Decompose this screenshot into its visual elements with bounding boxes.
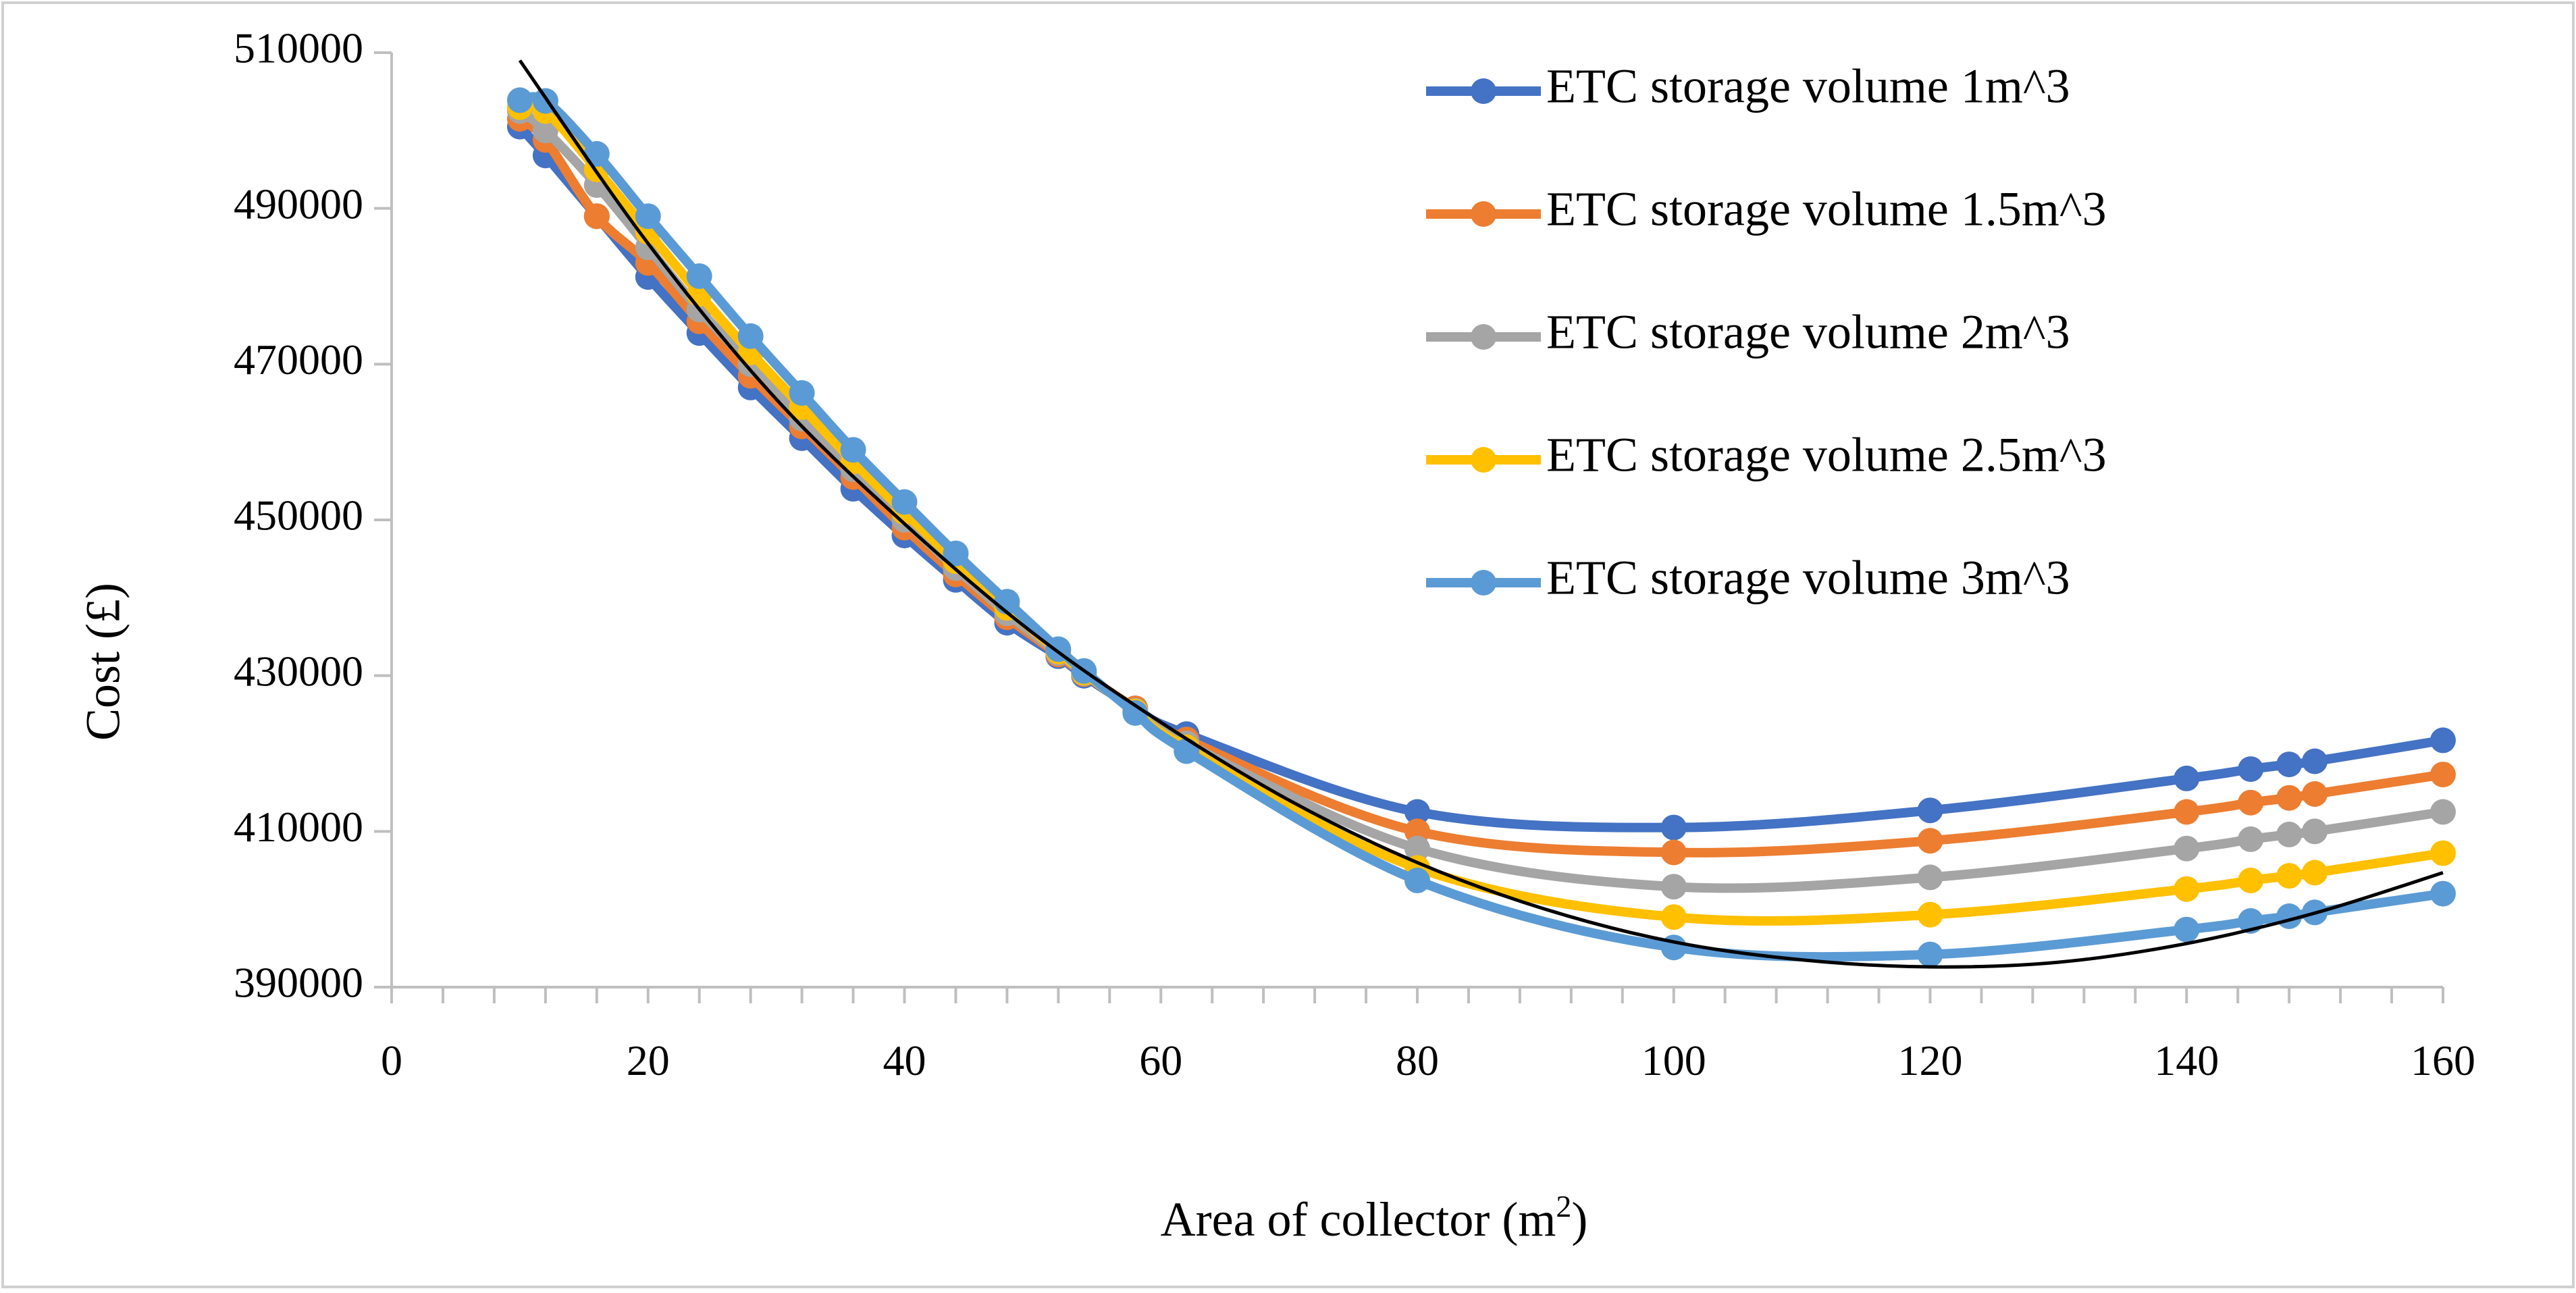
y-tick-label: 450000	[234, 492, 363, 539]
data-point	[1404, 799, 1430, 825]
legend-swatch-marker	[1471, 201, 1496, 227]
data-point	[2430, 727, 2456, 754]
y-tick-label: 470000	[234, 336, 363, 384]
data-point	[2302, 748, 2328, 774]
data-point	[1404, 835, 1430, 862]
x-tick-label: 0	[381, 1036, 402, 1084]
legend-item: ETC storage volume 2.5m^3	[1426, 428, 2107, 482]
legend-swatch-marker	[1471, 78, 1496, 104]
data-point	[2174, 765, 2200, 791]
data-point	[1660, 904, 1687, 930]
data-point	[2174, 876, 2200, 902]
axis-layer: 0 20 40 60 80 100 120 140 160 390000 410000 430000 4…	[234, 24, 2475, 1084]
legend-swatch-marker	[1471, 570, 1496, 596]
legend-label: ETC storage volume 3m^3	[1546, 551, 2070, 605]
data-point	[1660, 874, 1687, 900]
data-point	[1174, 738, 1200, 764]
data-point	[1660, 839, 1687, 866]
x-tick-label: 120	[1898, 1036, 1963, 1084]
data-point	[2276, 821, 2303, 847]
data-point	[1917, 864, 1943, 891]
x-tick-label: 20	[627, 1036, 670, 1084]
data-point	[2430, 880, 2456, 907]
data-point	[1404, 868, 1430, 893]
data-point	[2238, 756, 2264, 783]
series-layer	[506, 59, 2456, 969]
data-point	[635, 203, 661, 230]
legend-item: ETC storage volume 3m^3	[1426, 551, 2070, 605]
legend-label: ETC storage volume 1.5m^3	[1546, 182, 2107, 236]
data-point	[583, 203, 610, 230]
data-point	[1917, 797, 1943, 824]
x-tick-label: 40	[883, 1036, 926, 1084]
x-tick-label: 140	[2154, 1036, 2219, 1084]
data-point	[686, 263, 712, 289]
data-point	[532, 117, 558, 144]
data-point	[2276, 863, 2303, 889]
data-point	[2276, 785, 2303, 811]
x-tick-label: 160	[2411, 1036, 2475, 1084]
legend-swatch-marker	[1471, 324, 1496, 350]
legend-label: ETC storage volume 1m^3	[1546, 59, 2070, 113]
y-tick-label: 410000	[234, 803, 363, 851]
data-point	[1122, 700, 1149, 726]
data-point	[1917, 941, 1943, 968]
data-point	[789, 380, 815, 406]
data-point	[891, 489, 918, 515]
data-point	[2174, 916, 2200, 943]
x-axis-title-tail: )	[1571, 1192, 1587, 1246]
x-axis-title-superscript: 2	[1556, 1189, 1571, 1223]
data-point	[943, 540, 969, 566]
legend-label: ETC storage volume 2.5m^3	[1546, 428, 2107, 482]
data-point	[2430, 799, 2456, 825]
legend-label: ETC storage volume 2m^3	[1546, 305, 2070, 359]
y-tick-label: 390000	[234, 959, 363, 1007]
data-point	[506, 87, 533, 113]
legend-swatch-marker	[1471, 447, 1496, 473]
data-point	[2302, 781, 2328, 807]
data-point	[2276, 751, 2303, 778]
data-point	[737, 323, 764, 349]
legend-item: ETC storage volume 2m^3	[1426, 305, 2070, 359]
data-point	[2302, 818, 2328, 845]
data-point	[1917, 901, 1943, 928]
data-point	[2302, 860, 2328, 886]
data-point	[1660, 814, 1687, 841]
data-point	[2238, 789, 2264, 816]
legend: ETC storage volume 1m^3 ETC storage volum…	[1426, 59, 2107, 605]
x-axis-title-main: Area of collector (m	[1161, 1192, 1556, 1246]
data-point	[1917, 828, 1943, 854]
legend-item: ETC storage volume 1.5m^3	[1426, 182, 2107, 236]
data-point	[2174, 835, 2200, 862]
x-axis-title: Area of collector (m2)	[1161, 1189, 1588, 1246]
x-tick-label: 60	[1139, 1036, 1182, 1084]
x-tick-label: 100	[1641, 1036, 1706, 1084]
y-tick-label: 510000	[234, 24, 363, 72]
data-point	[2238, 826, 2264, 852]
legend-item: ETC storage volume 1m^3	[1426, 59, 2070, 113]
data-point	[2430, 762, 2456, 788]
x-tick-label: 80	[1396, 1036, 1439, 1084]
data-point	[840, 437, 866, 463]
data-point	[2430, 840, 2456, 866]
trendline	[518, 59, 2444, 969]
data-point	[583, 140, 610, 167]
data-point	[2174, 799, 2200, 825]
data-point	[2238, 868, 2264, 893]
y-axis-title: Cost (£)	[76, 583, 130, 741]
y-tick-label: 430000	[234, 647, 363, 695]
y-tick-label: 490000	[234, 180, 363, 228]
